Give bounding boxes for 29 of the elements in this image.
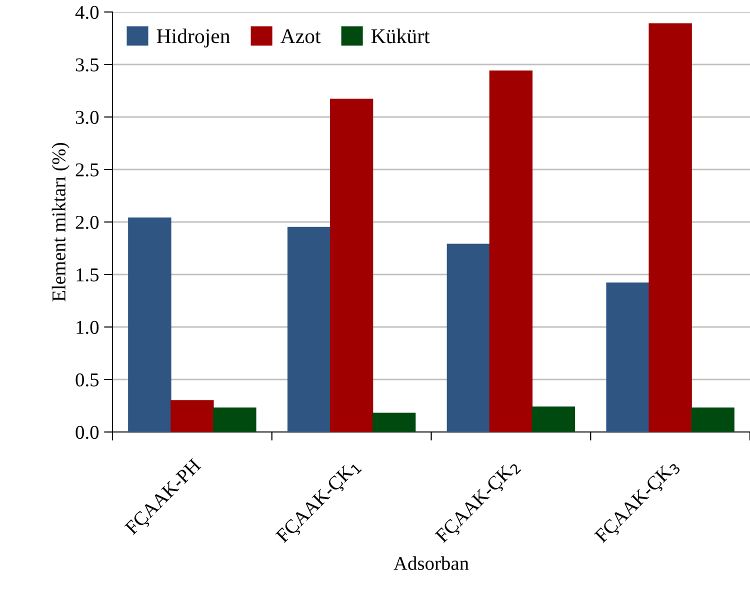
- y-tick-label: 2.0: [76, 216, 99, 230]
- y-tick-label: 3.5: [76, 58, 99, 72]
- legend-label: Azot: [280, 29, 321, 44]
- bar: [372, 412, 416, 432]
- y-tick-label: 4.0: [75, 6, 99, 20]
- y-tick-label: 3.0: [76, 110, 99, 124]
- bar: [446, 244, 490, 432]
- x-tick-label: FÇAAK-ÇK$_{3}$: [594, 458, 682, 546]
- x-tick-label: FÇAAK-ÇK$_{1}$: [275, 458, 362, 546]
- bar: [287, 226, 331, 432]
- legend-label: Kükürt: [371, 28, 430, 44]
- y-tick-label: 0.0: [76, 426, 99, 440]
- bar: [648, 23, 692, 432]
- bar: [532, 406, 576, 432]
- bar: [489, 70, 533, 432]
- bar: [213, 408, 256, 432]
- x-axis-title: Adsorban: [394, 556, 469, 570]
- y-tick-label: 1.5: [76, 268, 99, 282]
- bar: [330, 98, 374, 432]
- y-axis-title: Element miktarı (%): [52, 142, 70, 302]
- bar: [606, 282, 650, 432]
- legend-label: Hidrojen: [156, 28, 230, 48]
- y-tick-label: 0.5: [76, 373, 99, 387]
- y-tick-label: 1.0: [76, 320, 99, 334]
- y-tick-label: 2.5: [76, 163, 99, 177]
- bar: [170, 400, 214, 432]
- bar: [691, 408, 734, 432]
- bar: [128, 217, 172, 432]
- x-tick-label: FÇAAK-ÇK$_{2}$: [434, 458, 522, 546]
